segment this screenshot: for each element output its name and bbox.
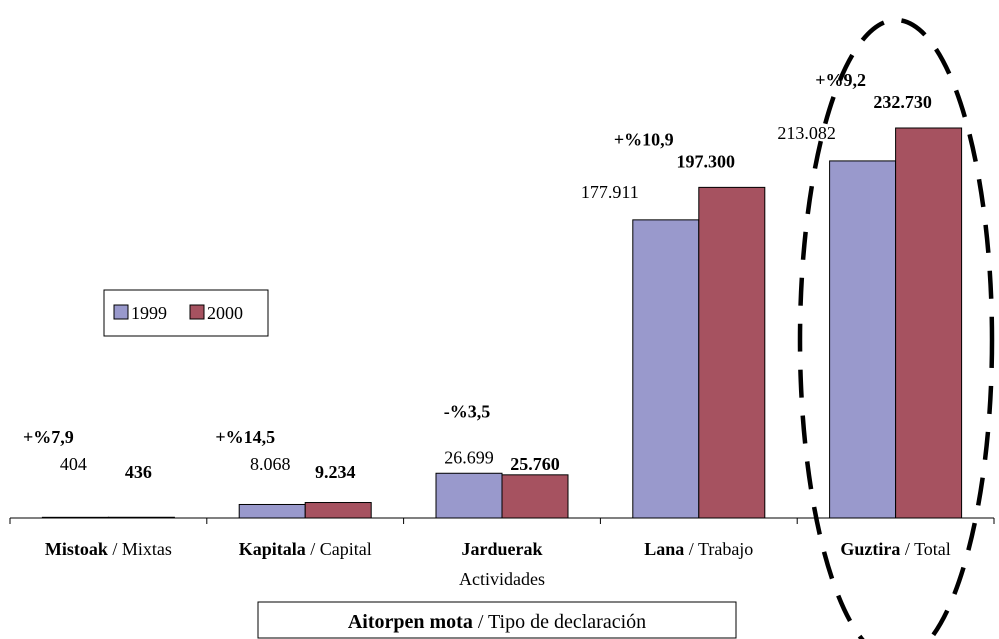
category-label-bold: Lana	[644, 539, 684, 559]
category-label-bold: Jarduerak	[462, 539, 543, 559]
data-label-2000: 197.300	[677, 151, 736, 171]
category-label-normal: / Mixtas	[108, 539, 172, 559]
change-label: +%14,5	[215, 427, 275, 447]
category-label-normal: / Trabajo	[684, 539, 753, 559]
bar-2000	[304, 502, 372, 519]
category-label-bold: Kapitala	[239, 539, 306, 559]
bar-1999	[632, 219, 700, 519]
x-axis-title: Aitorpen mota / Tipo de declaración	[348, 611, 646, 633]
data-label-2000: 232.730	[873, 92, 932, 112]
x-axis-title-normal: / Tipo de declaración	[473, 611, 646, 633]
bar-1999	[829, 160, 897, 519]
data-label-2000: 436	[125, 462, 152, 482]
x-axis-title-box	[257, 601, 737, 639]
x-axis-title-bold: Aitorpen mota	[348, 611, 473, 633]
legend-box	[103, 289, 269, 337]
data-label-2000: 9.234	[315, 462, 356, 482]
legend-swatch-1999	[113, 304, 129, 320]
legend-label-1999: 1999	[131, 303, 167, 323]
data-label-1999: 213.082	[777, 123, 836, 143]
category-label: Mistoak / Mixtas	[45, 539, 172, 559]
data-label-1999: 26.699	[444, 447, 494, 467]
category-label: Lana / Trabajo	[644, 539, 753, 559]
category-label-normal: / Total	[900, 539, 950, 559]
data-label-1999: 177.911	[581, 182, 639, 202]
category-label: Jarduerak	[462, 539, 543, 559]
bar-2000	[698, 186, 766, 519]
change-label: -%3,5	[444, 401, 491, 421]
change-label: +%9,2	[815, 70, 866, 90]
category-label: Kapitala / Capital	[239, 539, 372, 559]
change-label: +%7,9	[23, 427, 74, 447]
bar-1999	[435, 472, 503, 519]
bar-1999	[238, 503, 306, 519]
category-label: Guztira / Total	[840, 539, 950, 559]
data-label-2000: 25.760	[510, 454, 560, 474]
legend-label-2000: 2000	[207, 303, 243, 323]
legend-swatch-2000	[189, 304, 205, 320]
category-label-bold: Mistoak	[45, 539, 108, 559]
category-label-bold: Guztira	[840, 539, 900, 559]
data-label-1999: 404	[60, 454, 87, 474]
bar-2000	[895, 127, 963, 519]
data-label-1999: 8.068	[250, 454, 291, 474]
category-label-line2: Actividades	[459, 569, 545, 589]
bar-2000	[501, 474, 569, 519]
category-label-normal: / Capital	[306, 539, 372, 559]
total-highlight-ellipse	[797, 17, 995, 639]
change-label: +%10,9	[614, 129, 674, 149]
